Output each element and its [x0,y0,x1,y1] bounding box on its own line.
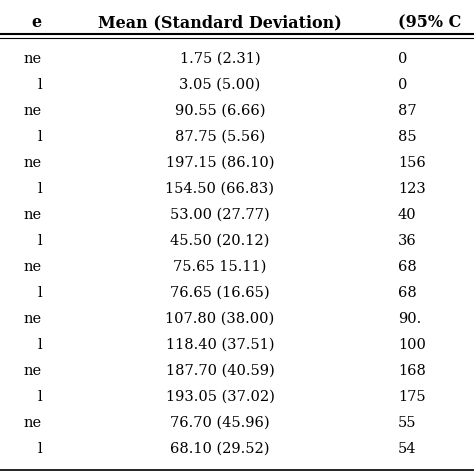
Text: 68: 68 [398,286,417,300]
Text: 118.40 (37.51): 118.40 (37.51) [166,338,274,352]
Text: 197.15 (86.10): 197.15 (86.10) [166,156,274,170]
Text: 75.65 15.11): 75.65 15.11) [173,260,267,274]
Text: 45.50 (20.12): 45.50 (20.12) [170,234,270,248]
Text: 0: 0 [398,52,407,66]
Text: 40: 40 [398,208,417,222]
Text: ne: ne [24,52,42,66]
Text: 55: 55 [398,416,417,430]
Text: 154.50 (66.83): 154.50 (66.83) [165,182,274,196]
Text: 68: 68 [398,260,417,274]
Text: l: l [37,130,42,144]
Text: 36: 36 [398,234,417,248]
Text: l: l [37,390,42,404]
Text: (95% C: (95% C [398,14,461,31]
Text: 168: 168 [398,364,426,378]
Text: Mean (Standard Deviation): Mean (Standard Deviation) [98,14,342,31]
Text: ne: ne [24,364,42,378]
Text: ne: ne [24,416,42,430]
Text: 123: 123 [398,182,426,196]
Text: e: e [32,14,42,31]
Text: ne: ne [24,208,42,222]
Text: 53.00 (27.77): 53.00 (27.77) [170,208,270,222]
Text: l: l [37,234,42,248]
Text: ne: ne [24,312,42,326]
Text: 85: 85 [398,130,417,144]
Text: 100: 100 [398,338,426,352]
Text: 90.55 (6.66): 90.55 (6.66) [175,104,265,118]
Text: 90.: 90. [398,312,421,326]
Text: 87.75 (5.56): 87.75 (5.56) [175,130,265,144]
Text: l: l [37,182,42,196]
Text: l: l [37,442,42,456]
Text: 87: 87 [398,104,417,118]
Text: 175: 175 [398,390,426,404]
Text: ne: ne [24,104,42,118]
Text: l: l [37,78,42,92]
Text: l: l [37,286,42,300]
Text: 1.75 (2.31): 1.75 (2.31) [180,52,260,66]
Text: 193.05 (37.02): 193.05 (37.02) [165,390,274,404]
Text: 107.80 (38.00): 107.80 (38.00) [165,312,274,326]
Text: 0: 0 [398,78,407,92]
Text: 187.70 (40.59): 187.70 (40.59) [165,364,274,378]
Text: l: l [37,338,42,352]
Text: 54: 54 [398,442,417,456]
Text: ne: ne [24,260,42,274]
Text: 68.10 (29.52): 68.10 (29.52) [170,442,270,456]
Text: 3.05 (5.00): 3.05 (5.00) [179,78,261,92]
Text: 76.65 (16.65): 76.65 (16.65) [170,286,270,300]
Text: ne: ne [24,156,42,170]
Text: 156: 156 [398,156,426,170]
Text: 76.70 (45.96): 76.70 (45.96) [170,416,270,430]
